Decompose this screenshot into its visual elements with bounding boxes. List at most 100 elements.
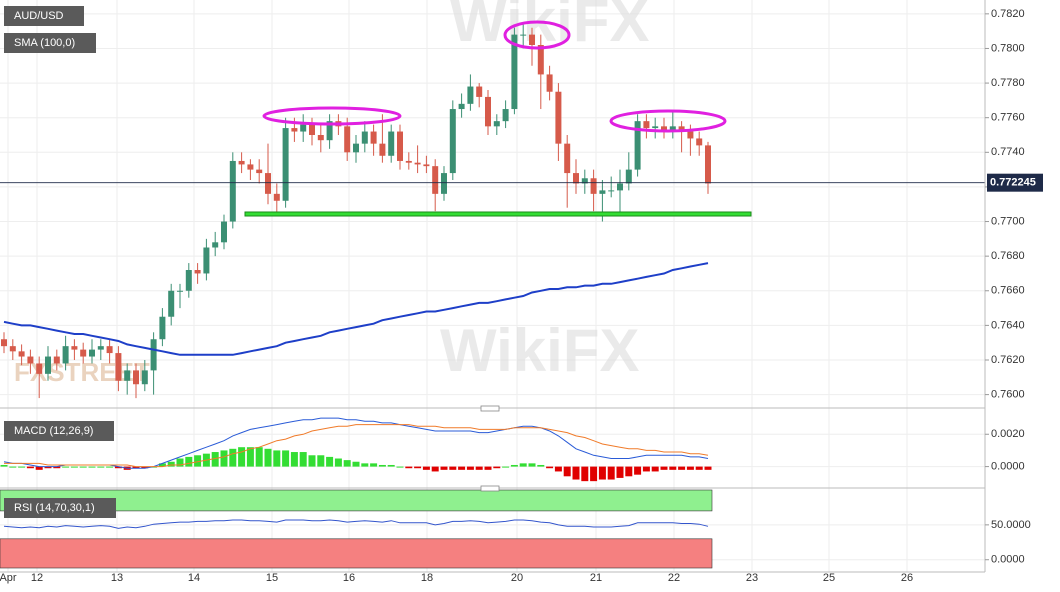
legend-sma: SMA (100,0) — [14, 37, 75, 49]
macd-histogram-bar — [449, 466, 457, 470]
candle-body — [432, 166, 439, 194]
macd-histogram-bar — [590, 466, 598, 482]
macd-histogram-bar — [493, 466, 501, 469]
legend-box — [4, 33, 96, 53]
candle-body — [634, 121, 641, 170]
candle-body — [62, 346, 69, 364]
x-tick-label: 18 — [421, 572, 433, 584]
macd-histogram-bar — [669, 466, 677, 470]
candle-body — [652, 126, 659, 129]
resize-handle[interactable] — [480, 405, 500, 412]
macd-histogram-bar — [519, 463, 527, 467]
candle-body — [36, 363, 43, 374]
candle-body — [599, 190, 606, 194]
macd-histogram-bar — [158, 463, 166, 467]
x-tick-label: 23 — [746, 572, 758, 584]
macd-histogram-bar — [0, 464, 8, 467]
macd-histogram-bar — [255, 447, 263, 467]
candle-body — [89, 349, 95, 357]
resize-handle[interactable] — [480, 485, 500, 492]
candle-body — [45, 356, 51, 374]
macd-histogram-bar — [176, 458, 184, 467]
candle-body — [608, 190, 615, 192]
macd-histogram-bar — [616, 466, 624, 478]
macd-histogram-bar — [625, 466, 633, 477]
candle-body — [326, 121, 333, 141]
candle-body — [529, 34, 535, 45]
y-tick-label: 0.0020 — [991, 428, 1025, 440]
legend-box — [4, 421, 114, 441]
macd-histogram-bar — [97, 466, 105, 468]
macd-histogram-bar — [352, 461, 360, 467]
macd-histogram-bar — [299, 452, 307, 467]
candle-body — [625, 169, 632, 184]
candle-body — [493, 121, 500, 127]
y-tick-label: 0.7800 — [991, 42, 1025, 54]
legend-box — [4, 498, 116, 518]
candle-body — [80, 349, 87, 357]
legend-rsi: RSI (14,70,30,1) — [14, 502, 95, 514]
macd-histogram-bar — [141, 466, 149, 469]
candle-body — [379, 143, 386, 156]
candle-body — [27, 356, 34, 364]
macd-histogram-bar — [502, 466, 510, 468]
macd-histogram-bar — [238, 447, 246, 467]
y-tick-label: 0.7760 — [991, 112, 1025, 124]
y-tick-label: 0.7740 — [991, 146, 1025, 158]
candle-body — [300, 124, 307, 132]
candle-body — [273, 193, 280, 201]
macd-histogram-bar — [370, 463, 378, 467]
candle-body — [669, 126, 676, 130]
candle-body — [317, 135, 324, 141]
y-tick-label: 0.0000 — [991, 461, 1025, 473]
macd-histogram-bar — [634, 466, 642, 475]
candle-body — [423, 164, 430, 167]
candle-body — [282, 128, 289, 201]
macd-histogram-bar — [563, 466, 571, 477]
annotation-ellipse — [262, 106, 402, 126]
sma-line — [3, 262, 709, 356]
macd-histogram-bar — [308, 455, 316, 467]
x-tick-label: 22 — [668, 572, 680, 584]
candle-body — [1, 339, 7, 347]
candle-body — [309, 124, 315, 135]
legend-macd: MACD (12,26,9) — [14, 425, 93, 437]
candle-body — [449, 109, 456, 174]
candle-body — [441, 173, 447, 194]
macd-histogram-bar — [79, 466, 87, 468]
y-tick-label: 0.7640 — [991, 319, 1025, 331]
macd-histogram-bar — [26, 466, 34, 469]
macd-histogram-bar — [405, 466, 413, 469]
y-tick-label: 0.7780 — [991, 77, 1025, 89]
macd-histogram-bar — [466, 466, 474, 470]
candle-body — [353, 143, 359, 153]
candle-body — [18, 351, 25, 357]
candle-body — [467, 86, 474, 104]
macd-histogram-bar — [194, 455, 202, 467]
macd-histogram-bar — [70, 466, 78, 468]
overbought-zone — [0, 489, 713, 512]
candle-body — [194, 270, 201, 274]
candle-body — [617, 183, 623, 191]
macd-histogram-bar — [132, 466, 140, 469]
y-tick-label: 0.7820 — [991, 8, 1025, 20]
macd-histogram-bar — [660, 466, 668, 470]
candle-body — [344, 126, 351, 153]
candle-body — [9, 346, 16, 352]
candle-body — [133, 370, 139, 385]
macd-histogram-bar — [9, 466, 17, 468]
candle-body — [150, 339, 157, 371]
legend-box — [4, 6, 84, 26]
candle-body — [168, 290, 175, 317]
x-tick-label: 14 — [188, 572, 200, 584]
legend-title: AUD/USD — [14, 10, 64, 22]
candle-body — [555, 91, 562, 144]
candle-body — [229, 160, 236, 222]
macd-line — [3, 417, 709, 469]
last-price-label: 0.772245 — [990, 177, 1036, 189]
macd-histogram-bar — [273, 450, 281, 467]
macd-histogram-bar — [62, 466, 70, 468]
candle-body — [564, 143, 571, 174]
macd-histogram-bar — [343, 460, 351, 467]
